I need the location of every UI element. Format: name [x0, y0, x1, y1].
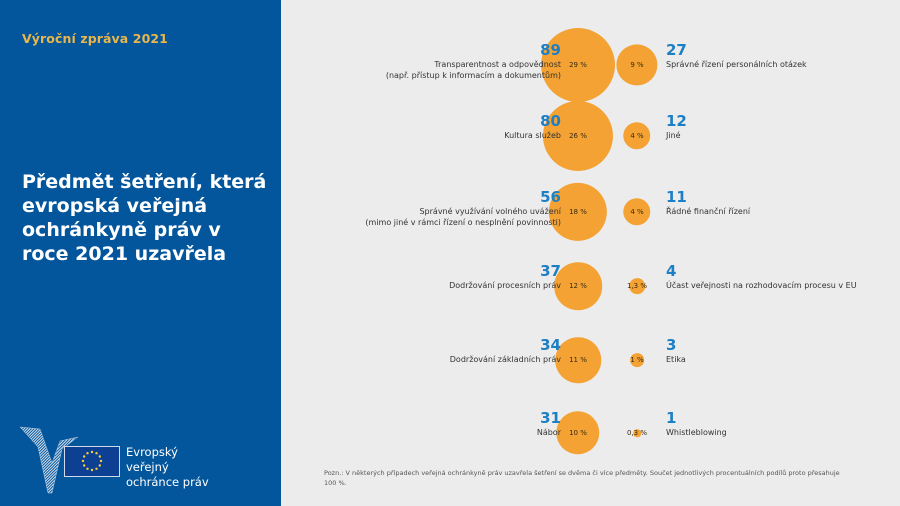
- percent-label: 11 %: [569, 356, 587, 364]
- count-value: 31: [540, 409, 561, 427]
- ombudsman-bird-icon: [19, 426, 79, 494]
- category-label: Správné využívání volného uvážení: [419, 207, 561, 216]
- count-value: 27: [666, 41, 687, 59]
- bubble-right-1: [623, 122, 651, 150]
- percent-label: 4 %: [630, 208, 644, 216]
- report-label: Výroční zpráva 2021: [22, 31, 168, 46]
- ombudsman-logo: Evropský veřejný ochránce práv: [18, 423, 218, 498]
- bubble-right-0: [616, 44, 658, 86]
- category-label: Řádné finanční řízení: [666, 207, 751, 216]
- category-right-1: 12 Jiné: [666, 113, 687, 141]
- bubble-chart: 29 % 89 Transparentnost a odpovědnost (např…: [281, 0, 900, 506]
- bubble-left-0: [541, 28, 615, 102]
- bubble-right-3: [629, 278, 645, 294]
- category-right-2: 11 Řádné finanční řízení: [666, 189, 750, 217]
- bubble-left-4: [555, 337, 601, 383]
- logo-text-line2: ochránce práv: [126, 475, 209, 489]
- percent-label: 1,3 %: [626, 282, 648, 290]
- count-value: 4: [666, 262, 677, 280]
- bubble-right-2: [623, 198, 651, 226]
- page-title: Předmět šetření, která evropská veřejná …: [22, 171, 267, 265]
- bubble-right-4: [630, 353, 644, 367]
- percent-label: 18 %: [569, 208, 587, 216]
- bubble-left-2: [548, 182, 608, 242]
- percent-label: 4 %: [630, 132, 644, 140]
- category-label: Whistleblowing: [666, 428, 727, 437]
- category-label: (mimo jiné v rámci řízení o nesplnění po…: [365, 218, 561, 227]
- bubble-left-3: [554, 262, 602, 310]
- category-right-4: 3 Etika: [666, 337, 686, 365]
- count-value: 56: [540, 188, 561, 206]
- eu-flag-icon: [64, 446, 120, 477]
- count-value: 89: [540, 41, 561, 59]
- percent-label: 0,3 %: [626, 429, 648, 437]
- category-label: Dodržování základních práv: [449, 355, 561, 364]
- category-left-5: 31 Nábor: [537, 410, 561, 438]
- category-label: Správné řízení personálních otázek: [666, 60, 807, 69]
- count-value: 11: [666, 188, 687, 206]
- category-right-3: 4 Účast veřejnosti na rozhodovacím proces…: [666, 263, 857, 291]
- percent-label: 29 %: [569, 61, 587, 69]
- category-label: Transparentnost a odpovědnost: [434, 60, 561, 69]
- logo-text: Evropský veřejný ochránce práv: [126, 445, 218, 490]
- category-left-0: 89 Transparentnost a odpovědnost (např. př…: [386, 42, 561, 81]
- category-right-5: 1 Whistleblowing: [666, 410, 727, 438]
- category-label: (např. přístup k informacím a dokumentům…: [385, 71, 561, 80]
- logo-text-line1: Evropský veřejný: [126, 445, 178, 474]
- category-left-2: 56 Správné využívání volného uvážení (mimo…: [365, 189, 561, 228]
- count-value: 37: [540, 262, 561, 280]
- count-value: 3: [666, 336, 677, 354]
- count-value: 12: [666, 112, 687, 130]
- category-left-3: 37 Dodržování procesních práv: [449, 263, 561, 291]
- category-label: Etika: [666, 355, 686, 364]
- category-label: Jiné: [666, 131, 681, 140]
- percent-label: 26 %: [569, 132, 587, 140]
- sidebar-panel: Výroční zpráva 2021 Předmět šetření, kte…: [0, 0, 281, 506]
- bubble-right-5: [633, 429, 641, 437]
- category-label: Kultura služeb: [504, 131, 561, 140]
- category-right-0: 27 Správné řízení personálních otázek: [666, 42, 807, 70]
- category-left-4: 34 Dodržování základních práv: [450, 337, 561, 365]
- category-left-1: 80 Kultura služeb: [504, 113, 561, 141]
- count-value: 1: [666, 409, 677, 427]
- count-value: 34: [540, 336, 561, 354]
- bubble-left-1: [542, 100, 614, 172]
- category-label: Dodržování procesních práv: [449, 281, 561, 290]
- percent-label: 1 %: [630, 356, 644, 364]
- percent-label: 10 %: [569, 429, 587, 437]
- category-label: Nábor: [536, 428, 561, 437]
- bubble-left-5: [556, 411, 600, 455]
- percent-label: 9 %: [630, 61, 644, 69]
- percent-label: 12 %: [569, 282, 587, 290]
- count-value: 80: [540, 112, 561, 130]
- footnote: Pozn.: V některých případech veřejná och…: [324, 469, 840, 487]
- category-label: Účast veřejnosti na rozhodovacím procesu…: [666, 281, 857, 290]
